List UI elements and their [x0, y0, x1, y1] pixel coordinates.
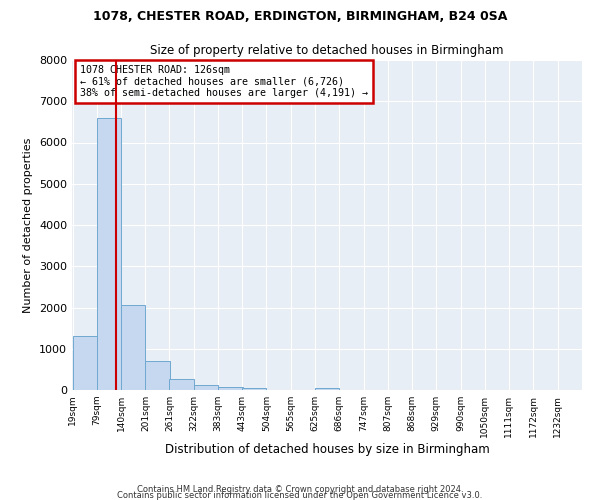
Bar	[169, 379, 194, 390]
Title: Size of property relative to detached houses in Birmingham: Size of property relative to detached ho…	[150, 44, 504, 58]
Text: 1078, CHESTER ROAD, ERDINGTON, BIRMINGHAM, B24 0SA: 1078, CHESTER ROAD, ERDINGTON, BIRMINGHA…	[93, 10, 507, 23]
Y-axis label: Number of detached properties: Number of detached properties	[23, 138, 34, 312]
Bar	[73, 336, 97, 390]
Bar	[145, 361, 170, 390]
Text: 1078 CHESTER ROAD: 126sqm
← 61% of detached houses are smaller (6,726)
38% of se: 1078 CHESTER ROAD: 126sqm ← 61% of detac…	[80, 65, 368, 98]
Bar	[194, 384, 218, 390]
Text: Contains HM Land Registry data © Crown copyright and database right 2024.: Contains HM Land Registry data © Crown c…	[137, 484, 463, 494]
Bar	[218, 386, 242, 390]
Bar	[97, 118, 121, 390]
Text: Contains public sector information licensed under the Open Government Licence v3: Contains public sector information licen…	[118, 490, 482, 500]
Bar	[121, 306, 145, 390]
Bar	[315, 388, 339, 390]
Bar	[242, 388, 266, 390]
X-axis label: Distribution of detached houses by size in Birmingham: Distribution of detached houses by size …	[164, 442, 490, 456]
